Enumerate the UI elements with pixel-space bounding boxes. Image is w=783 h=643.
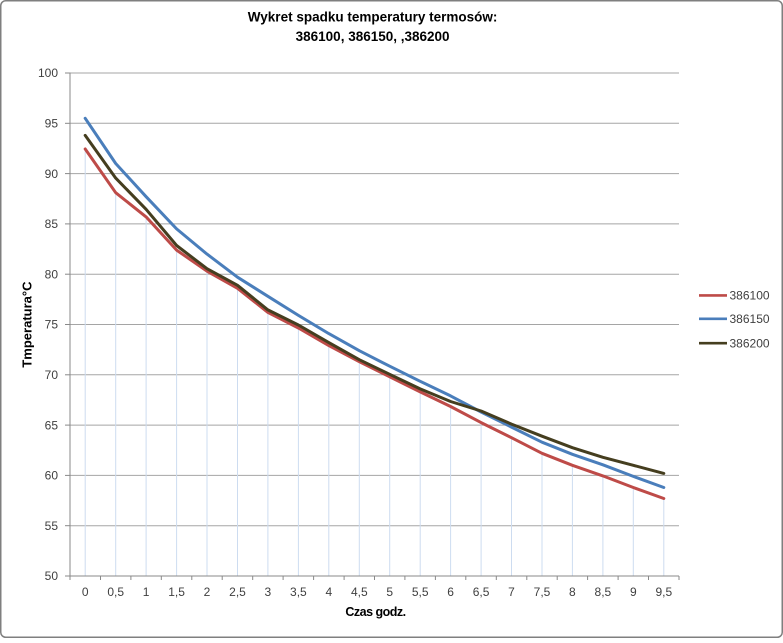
svg-text:Wykret spadku temperatury term: Wykret spadku temperatury termosów: — [248, 10, 498, 25]
svg-text:90: 90 — [45, 167, 59, 181]
svg-text:1,5: 1,5 — [168, 585, 185, 599]
svg-text:386200: 386200 — [730, 337, 770, 351]
svg-text:50: 50 — [45, 569, 59, 583]
svg-text:2: 2 — [204, 585, 211, 599]
svg-text:6,5: 6,5 — [473, 585, 490, 599]
svg-text:100: 100 — [38, 66, 58, 80]
svg-text:4: 4 — [325, 585, 332, 599]
svg-text:3: 3 — [265, 585, 272, 599]
svg-text:65: 65 — [45, 418, 59, 432]
svg-text:386150: 386150 — [730, 312, 770, 326]
svg-text:5: 5 — [386, 585, 393, 599]
svg-text:6: 6 — [447, 585, 454, 599]
svg-text:70: 70 — [45, 368, 59, 382]
svg-text:3,5: 3,5 — [290, 585, 307, 599]
svg-text:7: 7 — [508, 585, 515, 599]
svg-text:7,5: 7,5 — [534, 585, 551, 599]
svg-text:Tmperatura°C: Tmperatura°C — [20, 281, 35, 368]
svg-text:9,5: 9,5 — [655, 585, 672, 599]
svg-text:85: 85 — [45, 217, 59, 231]
svg-text:8,5: 8,5 — [595, 585, 612, 599]
svg-text:80: 80 — [45, 267, 59, 281]
svg-text:2,5: 2,5 — [229, 585, 246, 599]
svg-text:5,5: 5,5 — [412, 585, 429, 599]
svg-text:8: 8 — [569, 585, 576, 599]
svg-text:0: 0 — [82, 585, 89, 599]
svg-text:60: 60 — [45, 469, 59, 483]
svg-text:75: 75 — [45, 318, 59, 332]
svg-text:9: 9 — [630, 585, 637, 599]
svg-text:1: 1 — [143, 585, 150, 599]
svg-text:Czas godz.: Czas godz. — [345, 605, 405, 619]
svg-text:386100: 386100 — [730, 289, 770, 303]
svg-text:386100, 386150, ,386200: 386100, 386150, ,386200 — [296, 29, 450, 44]
svg-text:4,5: 4,5 — [351, 585, 368, 599]
svg-text:0,5: 0,5 — [107, 585, 124, 599]
svg-text:55: 55 — [45, 519, 59, 533]
svg-text:95: 95 — [45, 117, 59, 131]
